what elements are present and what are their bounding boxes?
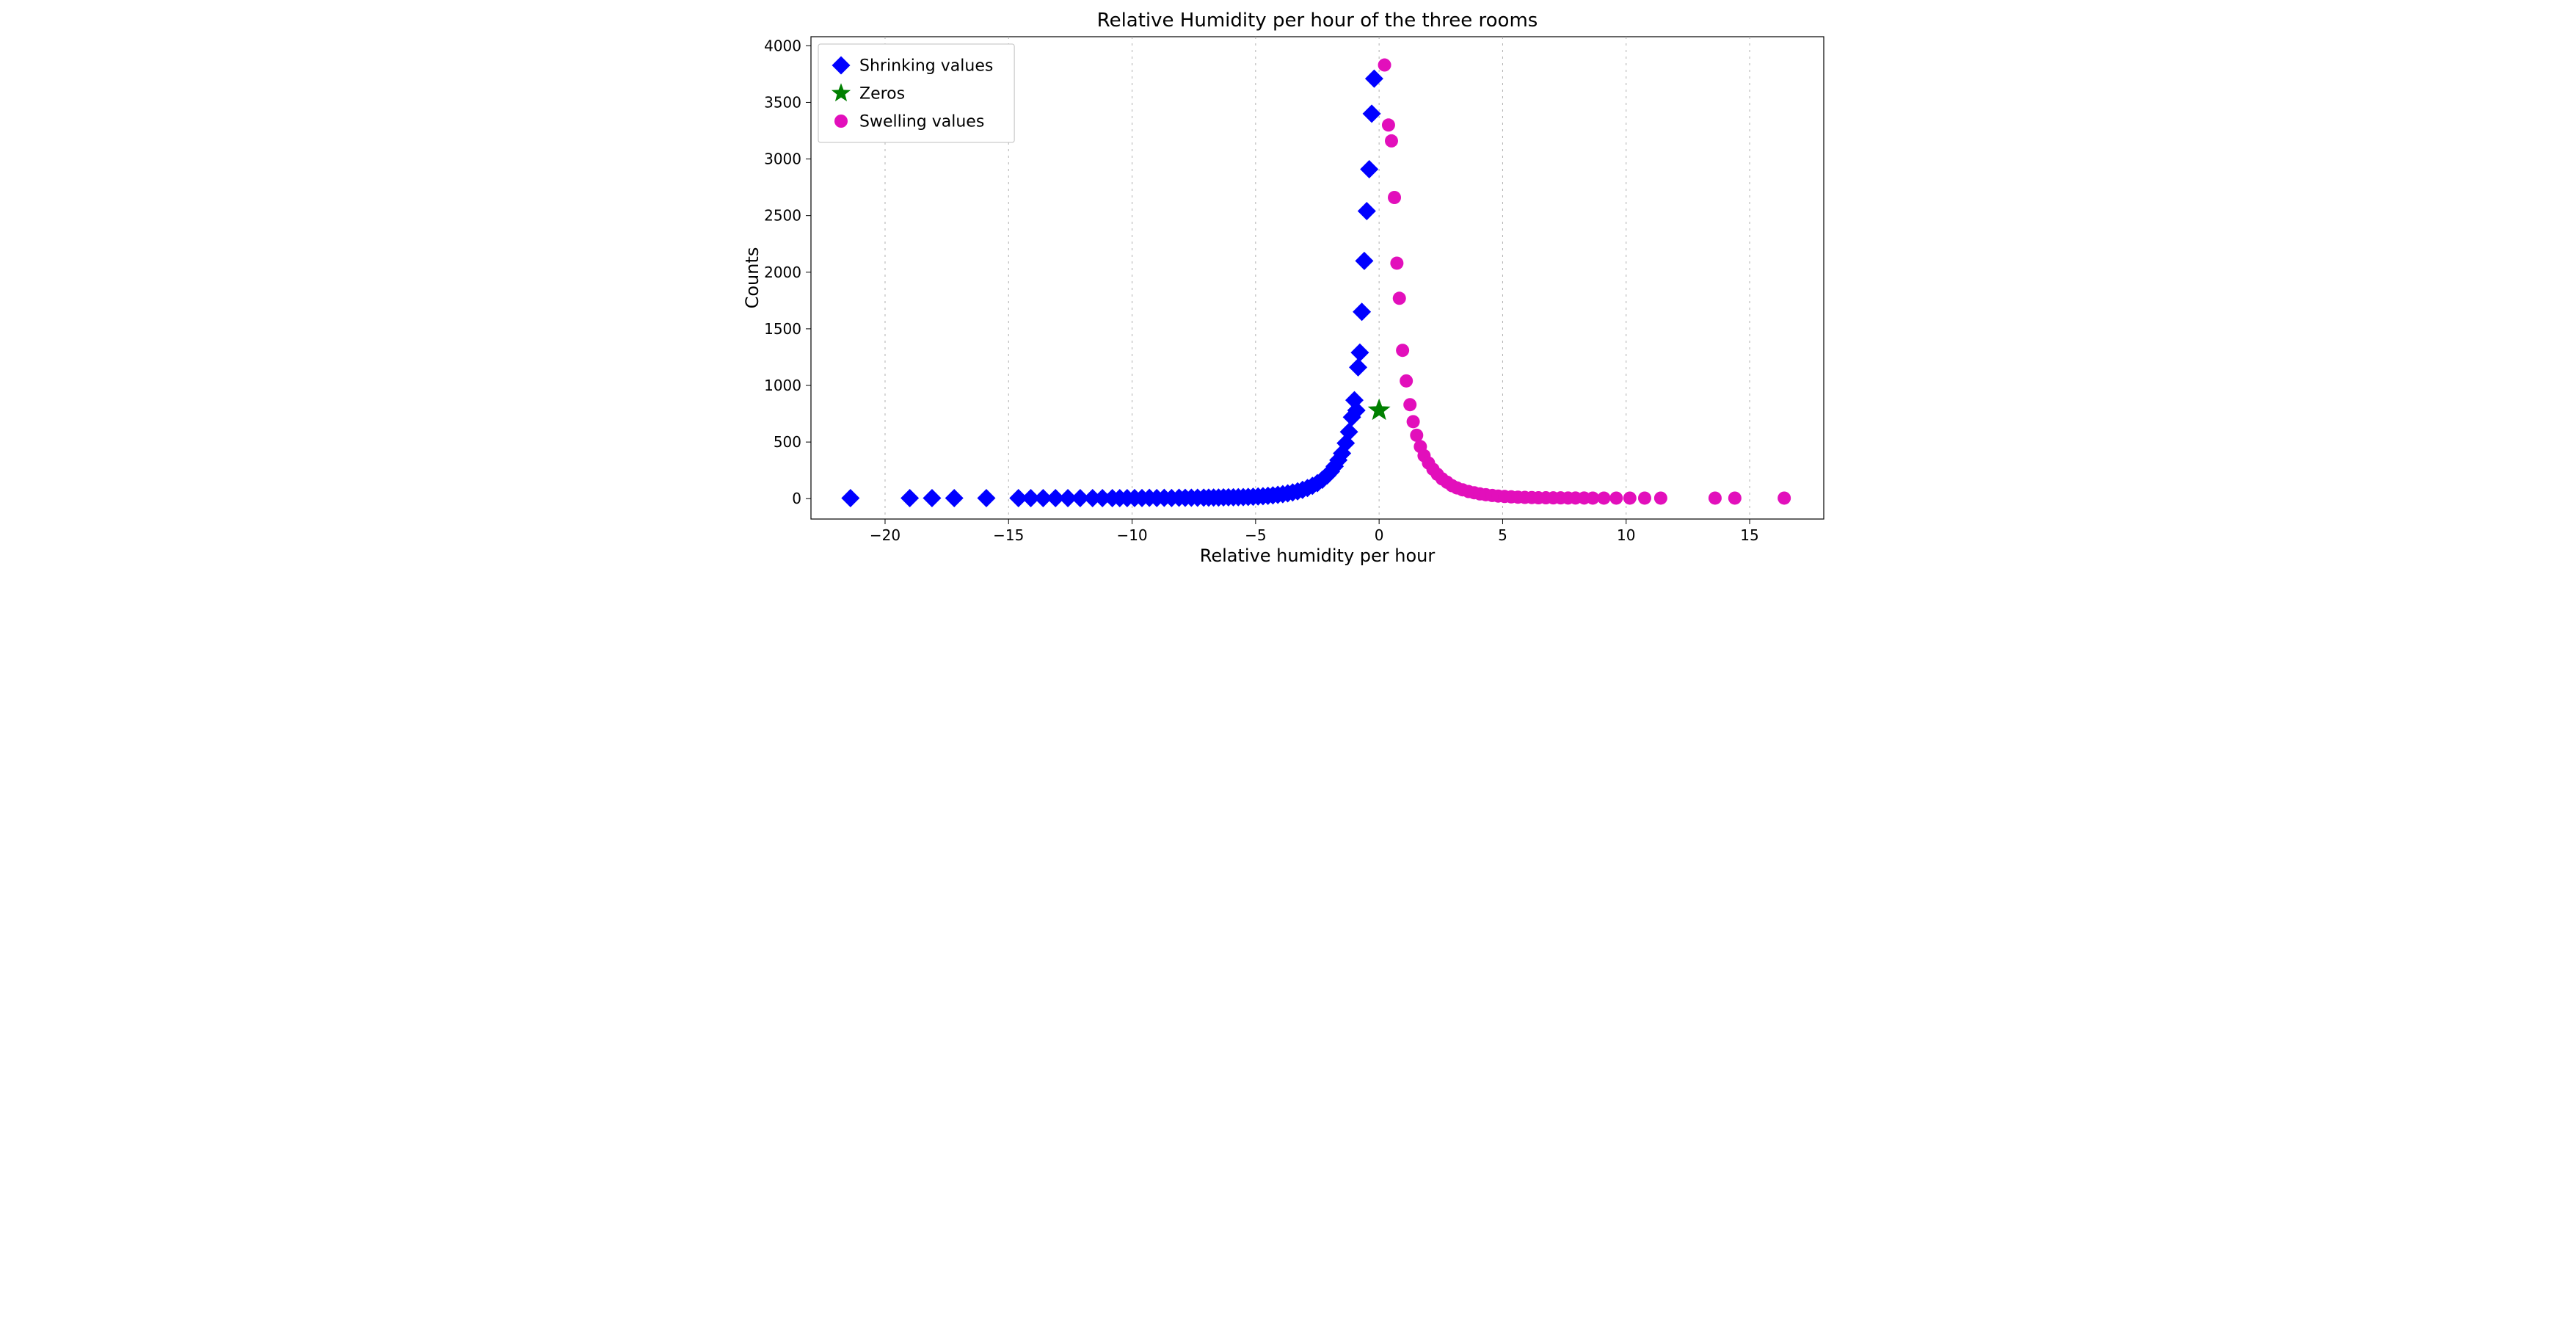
data-point — [1390, 256, 1403, 269]
y-tick-label: 2500 — [764, 207, 801, 225]
y-tick-label: 500 — [774, 433, 801, 451]
chart-svg: −20 −15 −10 −5 0 5 10 15 0 500 1000 1500 2000 2500 300… — [730, 0, 1846, 581]
data-point — [1385, 134, 1398, 148]
legend-label: Swelling values — [859, 113, 984, 131]
chart-title: Relative Humidity per hour of the three … — [1097, 10, 1538, 32]
x-tick-label: −5 — [1245, 526, 1266, 544]
legend-label: Zeros — [859, 85, 905, 104]
data-point — [1654, 491, 1667, 504]
x-tick-label: 5 — [1498, 526, 1507, 544]
x-tick-label: −20 — [870, 526, 900, 544]
x-tick-label: −10 — [1116, 526, 1147, 544]
legend-label: Shrinking values — [859, 57, 993, 76]
data-point — [1728, 491, 1742, 504]
x-tick-label: 15 — [1740, 526, 1758, 544]
data-point — [1778, 491, 1791, 504]
y-tick-label: 1000 — [764, 377, 801, 394]
data-point — [1407, 415, 1420, 428]
data-point — [1382, 118, 1395, 131]
x-tick-label: 0 — [1375, 526, 1384, 544]
data-point — [1410, 429, 1423, 442]
data-point — [1597, 491, 1610, 504]
y-tick-label: 3000 — [764, 150, 801, 168]
data-point — [1393, 291, 1406, 305]
y-tick-label: 3500 — [764, 93, 801, 111]
y-tick-label: 4000 — [764, 37, 801, 54]
chart-container: −20 −15 −10 −5 0 5 10 15 0 500 1000 1500 2000 2500 300… — [730, 0, 1846, 581]
data-point — [1400, 374, 1413, 388]
x-tick-label: 10 — [1617, 526, 1635, 544]
data-point — [1403, 398, 1416, 411]
data-point — [1623, 491, 1637, 504]
data-point — [1396, 344, 1409, 357]
data-point — [1378, 59, 1391, 72]
legend-marker-circle — [834, 115, 848, 128]
y-tick-label: 0 — [792, 490, 801, 507]
data-point — [1638, 491, 1651, 504]
y-tick-label: 2000 — [764, 264, 801, 281]
y-tick-label: 1500 — [764, 320, 801, 338]
x-tick-label: −15 — [993, 526, 1024, 544]
data-point — [1709, 491, 1722, 504]
y-axis-label: Counts — [742, 247, 763, 309]
legend: Shrinking values Zeros Swelling values — [818, 44, 1014, 142]
data-point — [1609, 491, 1623, 504]
data-point — [1388, 191, 1401, 204]
x-axis-label: Relative humidity per hour — [1200, 545, 1436, 566]
